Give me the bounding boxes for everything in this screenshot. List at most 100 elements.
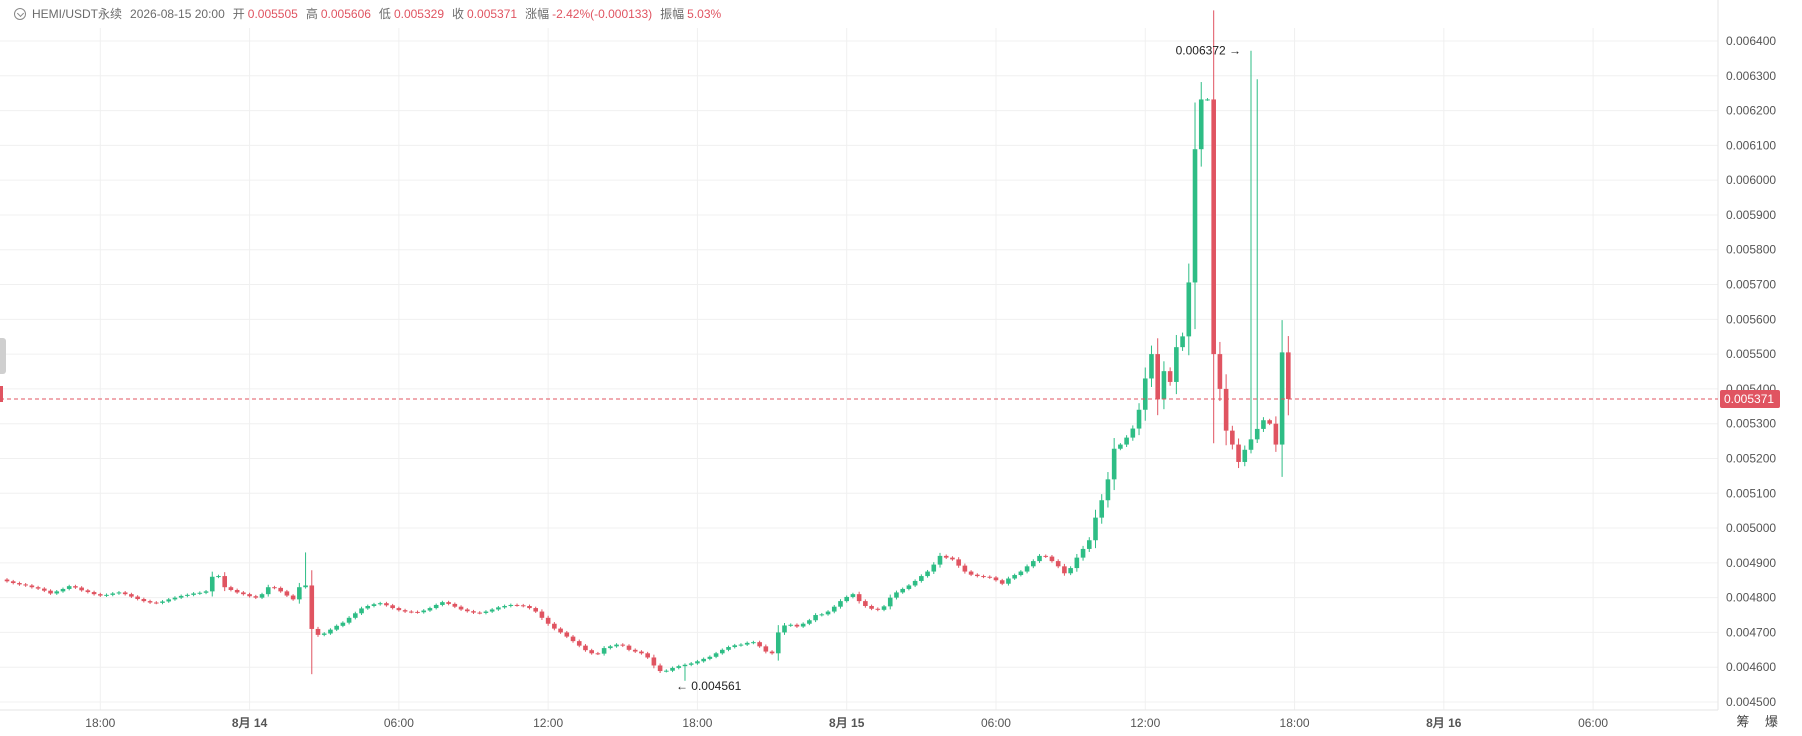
close-value: 0.005371 <box>467 7 518 21</box>
candle-body <box>657 665 663 672</box>
candle-body <box>1062 566 1067 574</box>
candle-body <box>900 588 905 593</box>
candle-body <box>197 592 203 594</box>
candle-body <box>60 588 66 592</box>
candle-body <box>869 605 874 609</box>
candle-body <box>1006 578 1011 584</box>
candle-body <box>825 611 831 615</box>
candle-body <box>950 557 955 560</box>
candle-body <box>166 599 172 602</box>
candle-body <box>1267 420 1272 424</box>
candle-body <box>433 604 439 609</box>
candle-body <box>1024 566 1030 572</box>
candle-body <box>819 614 825 616</box>
candle-body <box>844 596 849 602</box>
candle-body <box>931 564 937 572</box>
candle-body <box>589 650 594 654</box>
candle-body <box>377 603 383 605</box>
candle-body <box>975 574 980 577</box>
candle-body <box>489 609 495 612</box>
candle-body <box>1012 575 1017 579</box>
candle-body <box>564 632 570 637</box>
candle-body <box>999 580 1005 584</box>
y-tick-label: 0.006000 <box>1726 173 1776 187</box>
candle-body <box>147 601 153 603</box>
candle-body <box>1124 437 1129 445</box>
candle-body <box>800 623 806 627</box>
symbol-label[interactable]: HEMI/USDT永续 <box>32 7 123 21</box>
y-tick-label: 0.004700 <box>1726 625 1776 639</box>
candle-body <box>1155 354 1160 400</box>
candle-body <box>303 585 308 588</box>
candle-body <box>1242 449 1248 462</box>
y-tick-label: 0.005200 <box>1726 451 1776 465</box>
x-tick-label: 18:00 <box>682 716 712 730</box>
candle-body <box>813 615 818 621</box>
candle-body <box>477 612 483 614</box>
candle-body <box>390 605 395 609</box>
candle-body <box>384 603 389 606</box>
candle-body <box>863 601 868 606</box>
candle-body <box>881 606 887 610</box>
amplitude-value: 5.03% <box>687 7 722 21</box>
candle-body <box>1043 555 1049 557</box>
candle-body <box>365 605 371 609</box>
candle-body <box>856 594 862 602</box>
candle-body <box>241 592 246 595</box>
candle-body <box>912 580 918 586</box>
candle-body <box>620 644 626 646</box>
candle-body <box>359 608 364 614</box>
candle-body <box>1279 352 1285 445</box>
candle-body <box>4 579 10 582</box>
candle-body <box>104 594 109 596</box>
y-tick-label: 0.004800 <box>1726 591 1776 605</box>
candle-body <box>17 583 22 585</box>
candle-body <box>135 596 140 600</box>
candle-body <box>533 608 538 612</box>
candle-body <box>409 611 414 613</box>
candle-body <box>66 586 72 589</box>
low-value: 0.005329 <box>393 7 444 21</box>
candle-body <box>1142 378 1148 410</box>
y-tick-label: 0.005800 <box>1726 243 1776 257</box>
candle-body <box>1099 500 1105 518</box>
candle-body <box>1161 371 1167 400</box>
candle-body <box>981 576 986 578</box>
candle-body <box>91 592 97 595</box>
y-tick-label: 0.005000 <box>1726 521 1776 535</box>
candle-body <box>738 644 744 646</box>
change-value: -2.42%(-0.000133) <box>552 7 653 21</box>
candle-body <box>558 628 563 633</box>
candle-body <box>1254 428 1260 440</box>
candle-body <box>346 617 352 623</box>
candle-body <box>234 589 240 593</box>
open-value: 0.005505 <box>247 7 298 21</box>
candle-body <box>583 645 588 651</box>
candle-body <box>968 571 974 575</box>
candle-body <box>713 653 719 657</box>
y-tick-label: 0.004900 <box>1726 556 1776 570</box>
candle-body <box>253 596 259 598</box>
candle-body <box>42 588 47 591</box>
candle-body <box>794 624 800 627</box>
candle-body <box>228 587 234 590</box>
candle-body <box>664 670 669 672</box>
candle-body <box>720 649 725 654</box>
candle-body <box>172 597 178 600</box>
candle-body <box>185 594 190 596</box>
candle-body <box>446 602 451 604</box>
y-tick-label: 0.006400 <box>1726 34 1776 48</box>
x-tick-label: 8月 15 <box>829 716 865 730</box>
candle-body <box>943 555 949 558</box>
collapse-chevron-icon[interactable] <box>14 8 26 20</box>
chip-liquidation-tools[interactable]: 筹 爆 <box>1736 714 1784 729</box>
candle-body <box>751 642 756 644</box>
candle-body <box>471 611 476 613</box>
candle-body <box>937 555 943 565</box>
y-tick-label: 0.004500 <box>1726 695 1776 709</box>
x-tick-label: 18:00 <box>1280 716 1310 730</box>
side-panel-toggle[interactable] <box>0 338 6 374</box>
candle-body <box>496 607 501 610</box>
candle-datetime: 2026-08-15 20:00 <box>130 7 225 21</box>
